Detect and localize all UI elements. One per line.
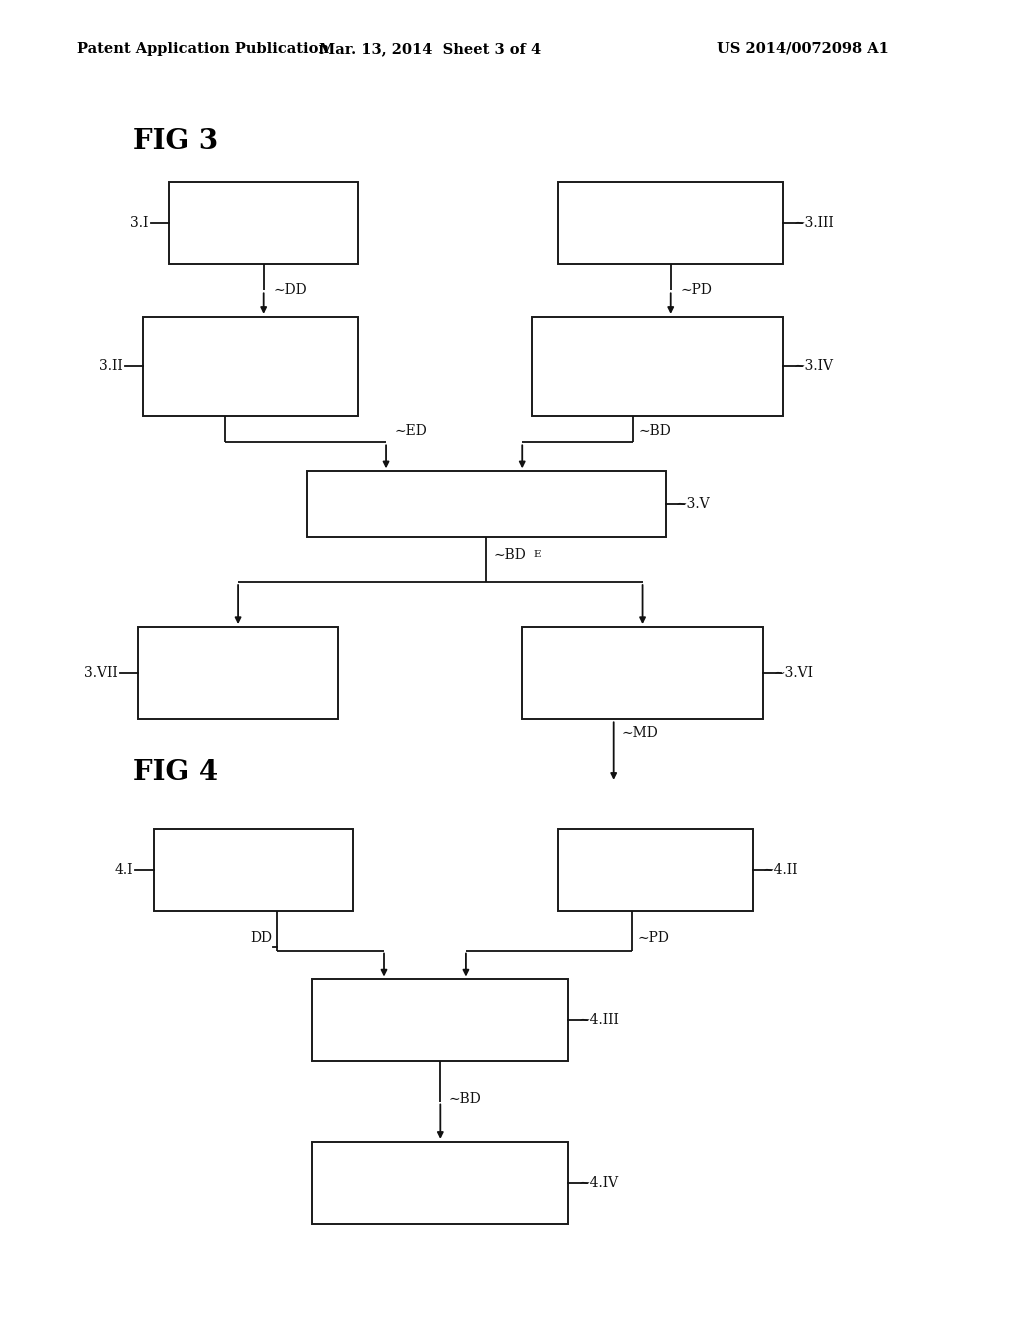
Text: ∼BD: ∼BD	[639, 425, 672, 438]
Text: ∼3.V: ∼3.V	[676, 498, 711, 511]
Bar	[558, 829, 753, 911]
Text: 3.VII: 3.VII	[84, 667, 118, 680]
Text: Mar. 13, 2014  Sheet 3 of 4: Mar. 13, 2014 Sheet 3 of 4	[319, 42, 541, 55]
Text: ∼PD: ∼PD	[681, 284, 713, 297]
Text: ∼3.VI: ∼3.VI	[773, 667, 813, 680]
Bar	[154, 829, 353, 911]
Text: ∼BD: ∼BD	[449, 1092, 481, 1106]
Bar	[143, 317, 358, 416]
Text: E: E	[534, 550, 541, 560]
Bar	[312, 979, 568, 1061]
Text: ∼BD: ∼BD	[494, 548, 526, 562]
Bar	[522, 627, 763, 719]
Text: ∼3.IV: ∼3.IV	[794, 359, 834, 374]
Bar	[169, 182, 358, 264]
Bar	[532, 317, 783, 416]
Text: ∼4.III: ∼4.III	[579, 1014, 620, 1027]
Text: ∼DD: ∼DD	[274, 284, 307, 297]
Text: ∼4.II: ∼4.II	[763, 863, 799, 876]
Text: ∼MD: ∼MD	[622, 726, 658, 741]
Text: 3.I: 3.I	[130, 216, 148, 230]
Text: ∼PD: ∼PD	[637, 932, 669, 945]
Text: Patent Application Publication: Patent Application Publication	[77, 42, 329, 55]
Text: ∼ED: ∼ED	[394, 425, 427, 438]
Text: ∼4.IV: ∼4.IV	[579, 1176, 618, 1189]
Text: 4.I: 4.I	[115, 863, 133, 876]
Text: FIG 3: FIG 3	[133, 128, 218, 154]
Text: US 2014/0072098 A1: US 2014/0072098 A1	[717, 42, 889, 55]
Text: 3.II: 3.II	[99, 359, 123, 374]
Text: ∼3.III: ∼3.III	[794, 216, 835, 230]
Bar	[138, 627, 338, 719]
Bar	[312, 1142, 568, 1224]
Bar	[558, 182, 783, 264]
Bar	[307, 471, 666, 537]
Text: DD: DD	[250, 932, 272, 945]
Text: FIG 4: FIG 4	[133, 759, 218, 785]
